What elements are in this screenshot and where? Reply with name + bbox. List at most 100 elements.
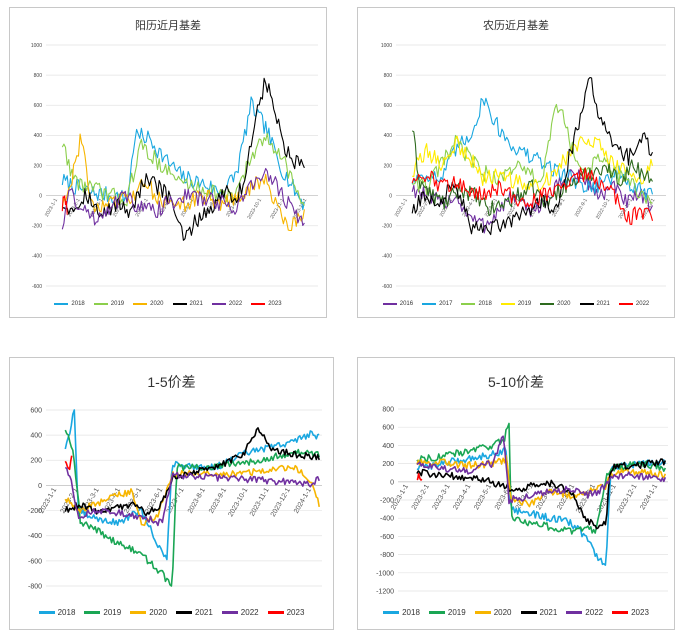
y-tick-label: 1000 [31, 43, 42, 49]
x-tick-label: 2022-1-1 [394, 197, 409, 218]
legend-swatch [251, 303, 266, 305]
y-tick-label: 800 [384, 73, 393, 79]
series-line-2018 [412, 103, 653, 204]
series-line-2021 [64, 427, 320, 517]
y-tick-label: -200 [28, 508, 42, 515]
legend-item-2018: 2018 [54, 301, 85, 307]
legend-item-2019: 2019 [428, 608, 466, 617]
x-tick-label: 2022-9-1 [574, 197, 589, 218]
y-tick-label: -400 [28, 533, 42, 540]
legend-swatch [211, 303, 226, 305]
y-tick-label: -200 [32, 224, 42, 230]
legend-swatch [54, 303, 69, 305]
series-line-2023 [64, 455, 73, 471]
legend-swatch [461, 303, 476, 305]
legend-swatch [383, 611, 400, 614]
legend-label: 2021 [195, 608, 213, 617]
legend-swatch [566, 611, 583, 614]
chart-panel-3: -800 -600 -400 -200 0 200 400 600 2023-1-1 2023-2… [9, 357, 334, 630]
chart-legend: 2016 2017 2018 2019 2020 2021 2022 [358, 301, 674, 307]
chart-panel-2: -600 -400 -200 0 200 400 600 800 1000 2022-1-1 202… [357, 7, 675, 318]
legend-item-2019: 2019 [93, 301, 125, 307]
y-tick-label: 0 [38, 483, 42, 490]
legend-label: 2020 [557, 301, 571, 307]
x-tick-label: 2023-12-1 [270, 487, 292, 518]
y-tick-label: 800 [382, 406, 394, 413]
series-line-2020 [411, 130, 653, 217]
y-tick-label: -800 [380, 552, 394, 559]
y-tick-label: 400 [30, 433, 42, 440]
legend-label: 2021 [539, 608, 558, 617]
x-tick-label: 2023-2-1 [411, 483, 431, 511]
x-tick-label: 2023-10-1 [246, 197, 263, 220]
legend-swatch [612, 611, 629, 614]
chart-legend: 2018 2019 2020 2021 2022 2023 [358, 608, 674, 617]
series-line-2022 [411, 167, 654, 225]
x-tick-label: 2023-12-1 [617, 483, 639, 514]
legend-item-2017: 2017 [422, 301, 452, 307]
chart-panel-4: -1200 -1000 -800 -600 -400 -200 0 200 400 600 800 2… [357, 357, 675, 630]
legend-label: 2022 [240, 608, 259, 617]
y-tick-label: -400 [32, 254, 42, 260]
chart-title: 阳历近月基差 [135, 20, 201, 32]
series-line-2023 [61, 195, 68, 215]
x-tick-label: 2023-11-1 [249, 487, 271, 518]
series-line-2019 [416, 422, 667, 535]
legend-item-2019: 2019 [500, 301, 531, 307]
series-line-2019 [64, 429, 320, 587]
y-tick-label: -200 [382, 224, 392, 230]
legend-swatch [474, 611, 491, 614]
chart-legend: 2018 2019 2020 2021 2022 2023 [10, 301, 326, 307]
series-line-2023 [416, 472, 423, 481]
series-line-2019 [61, 132, 305, 207]
legend-label: 2019 [447, 608, 466, 617]
chart-plot: -600 -400 -200 0 200 400 600 800 1000 2023-1-1 202… [31, 43, 318, 290]
series-line-2020 [416, 454, 667, 508]
legend-item-2020: 2020 [474, 608, 512, 617]
legend-item-2018: 2018 [461, 301, 492, 307]
legend-item-2022: 2022 [566, 608, 603, 617]
y-tick-label: 400 [34, 133, 43, 139]
series-line-2021 [416, 458, 667, 530]
legend-swatch [422, 303, 437, 305]
legend-label: 2022 [585, 608, 604, 617]
legend-item-2018: 2018 [383, 608, 420, 617]
x-tick-label: 2023-1-1 [44, 197, 59, 218]
legend-label: 2023 [631, 608, 649, 617]
y-tick-label: 200 [382, 461, 394, 468]
legend-item-2023: 2023 [267, 608, 304, 617]
legend-item-2020: 2020 [540, 301, 571, 307]
x-tick-label: 2024-1-1 [639, 483, 659, 511]
legend-swatch [382, 303, 397, 305]
x-tick-label: 2023-4-1 [452, 483, 472, 511]
y-tick-label: 600 [30, 407, 42, 414]
legend-swatch [267, 611, 284, 614]
legend-swatch [84, 611, 101, 614]
legend-label: 2018 [402, 608, 420, 617]
legend-label: 2018 [71, 301, 85, 307]
legend-label: 2018 [57, 608, 76, 617]
legend-item-2022: 2022 [211, 301, 243, 307]
legend-item-2016: 2016 [382, 301, 413, 307]
legend-item-2018: 2018 [38, 608, 76, 617]
legend-swatch [428, 611, 445, 614]
chart-plot: -600 -400 -200 0 200 400 600 800 1000 2022-1-1 202… [381, 43, 666, 290]
chart-title: 1-5价差 [147, 374, 196, 390]
legend-item-2023: 2023 [251, 301, 282, 307]
legend-item-2019: 2019 [84, 608, 121, 617]
chart-plot: -1200 -1000 -800 -600 -400 -200 0 200 400 600 800 2… [376, 406, 668, 595]
legend-label: 2019 [110, 301, 125, 307]
x-tick-label: 2023-10-1 [575, 483, 597, 514]
legend-label: 2022 [228, 301, 243, 307]
y-tick-label: 0 [390, 479, 394, 486]
y-tick-label: 800 [34, 73, 43, 79]
legend-item-2020: 2020 [130, 608, 167, 617]
y-tick-label: 200 [30, 458, 42, 465]
series-line-2020 [61, 133, 305, 232]
y-tick-label: -400 [382, 254, 392, 260]
legend-item-2021: 2021 [520, 608, 558, 617]
legend-swatch [130, 611, 147, 614]
y-tick-label: -600 [380, 534, 394, 541]
y-tick-label: -600 [32, 284, 42, 290]
